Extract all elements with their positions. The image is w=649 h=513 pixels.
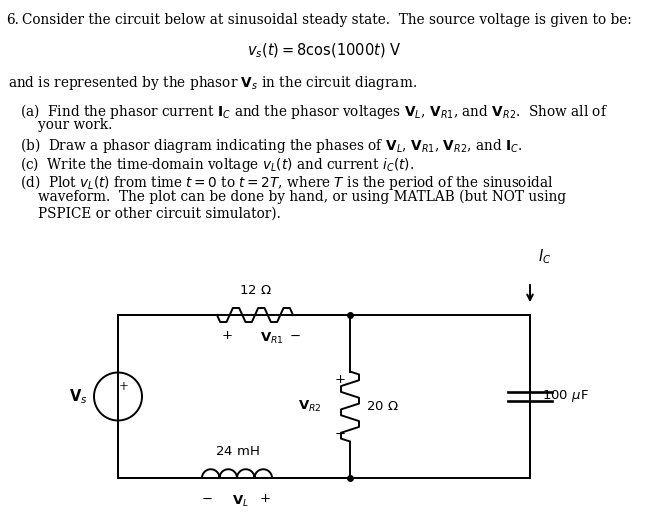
Text: $\mathbf{V}_{R1}$: $\mathbf{V}_{R1}$ [260, 331, 284, 346]
Text: $-$: $-$ [289, 329, 301, 342]
Text: $\mathbf{V}_s$: $\mathbf{V}_s$ [69, 387, 88, 406]
Text: your work.: your work. [38, 118, 112, 132]
Text: and is represented by the phasor $\mathbf{V}_s$ in the circuit diagram.: and is represented by the phasor $\mathb… [8, 74, 417, 92]
Text: $+$: $+$ [334, 373, 346, 386]
Text: $-$: $-$ [201, 492, 213, 505]
Text: $I_C$: $I_C$ [538, 247, 552, 266]
Text: $-$: $-$ [334, 427, 346, 440]
Text: $+$: $+$ [221, 329, 233, 342]
Text: PSPICE or other circuit simulator).: PSPICE or other circuit simulator). [38, 207, 281, 221]
Text: (c)  Write the time-domain voltage $v_L(t)$ and current $i_C(t)$.: (c) Write the time-domain voltage $v_L(t… [20, 155, 414, 174]
Text: $12\ \Omega$: $12\ \Omega$ [239, 284, 271, 297]
Text: +: + [119, 380, 129, 393]
Text: waveform.  The plot can be done by hand, or using MATLAB (but NOT using: waveform. The plot can be done by hand, … [38, 190, 566, 204]
Text: $v_s(t) = 8\cos(1000t)\ \mathrm{V}$: $v_s(t) = 8\cos(1000t)\ \mathrm{V}$ [247, 42, 401, 61]
Text: $24\ \mathrm{mH}$: $24\ \mathrm{mH}$ [215, 445, 260, 458]
Text: $\mathbf{V}_L$: $\mathbf{V}_L$ [232, 494, 249, 509]
Text: (a)  Find the phasor current $\mathbf{I}_C$ and the phasor voltages $\mathbf{V}_: (a) Find the phasor current $\mathbf{I}_… [20, 102, 608, 121]
Text: Consider the circuit below at sinusoidal steady state.  The source voltage is gi: Consider the circuit below at sinusoidal… [22, 13, 631, 27]
Text: $100\ \mu\mathrm{F}$: $100\ \mu\mathrm{F}$ [542, 388, 589, 404]
Text: $\mathbf{V}_{R2}$: $\mathbf{V}_{R2}$ [298, 399, 322, 414]
Text: (d)  Plot $v_L(t)$ from time $t = 0$ to $t = 2T$, where $T$ is the period of the: (d) Plot $v_L(t)$ from time $t = 0$ to $… [20, 173, 554, 192]
Text: 6.: 6. [6, 13, 19, 27]
Text: $20\ \Omega$: $20\ \Omega$ [366, 400, 398, 413]
Text: (b)  Draw a phasor diagram indicating the phases of $\mathbf{V}_L$, $\mathbf{V}_: (b) Draw a phasor diagram indicating the… [20, 136, 522, 155]
Text: $+$: $+$ [259, 492, 271, 505]
